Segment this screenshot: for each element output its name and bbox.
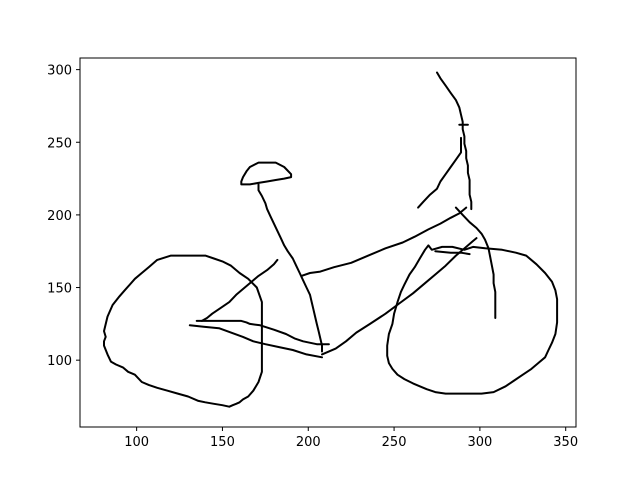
series-line-3 [188, 324, 323, 359]
series-line-4 [240, 161, 293, 186]
series-line-8 [436, 71, 473, 211]
y-axis-ticks: 100 150 200 250 300 [47, 64, 80, 369]
x-axis-ticks: 100 150 200 250 300 350 [124, 427, 578, 450]
y-tick-label: 250 [47, 136, 72, 151]
series-line-5 [257, 183, 323, 353]
series-line-10 [417, 136, 462, 209]
x-tick-label: 150 [210, 435, 235, 450]
series-line-11 [454, 206, 497, 319]
series-line-13 [434, 250, 471, 256]
series-line-0 [103, 254, 263, 408]
series-line-2 [195, 319, 330, 346]
x-tick-label: 350 [553, 435, 578, 450]
series-line-12 [386, 244, 559, 395]
y-tick-label: 100 [47, 354, 72, 369]
x-tick-label: 250 [382, 435, 407, 450]
y-tick-label: 300 [47, 64, 72, 79]
series-line-1 [200, 258, 279, 322]
series-line-6 [300, 206, 468, 277]
x-tick-label: 300 [467, 435, 492, 450]
y-tick-label: 200 [47, 209, 72, 224]
plot-lines [103, 71, 559, 408]
x-tick-label: 100 [124, 435, 149, 450]
x-tick-label: 200 [296, 435, 321, 450]
axes-frame [79, 57, 577, 428]
y-tick-label: 150 [47, 282, 72, 297]
